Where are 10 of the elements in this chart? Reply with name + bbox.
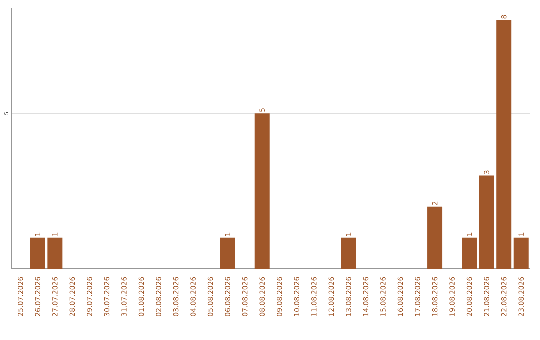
bar <box>514 238 529 269</box>
bar <box>30 238 46 269</box>
bar <box>496 20 512 269</box>
bar <box>220 238 236 269</box>
bar <box>254 114 270 269</box>
bar <box>462 238 478 269</box>
bar <box>479 176 494 269</box>
bar <box>48 238 63 269</box>
bar <box>428 206 443 269</box>
bar <box>341 238 356 269</box>
